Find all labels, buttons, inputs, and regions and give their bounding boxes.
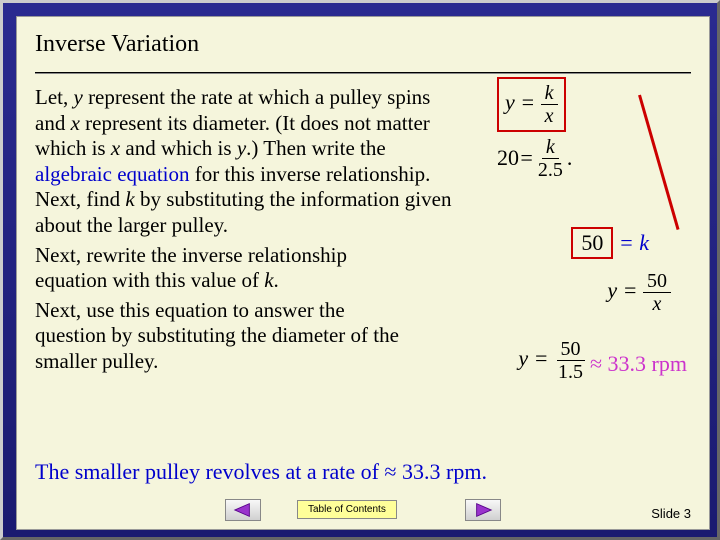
conclusion: The smaller pulley revolves at a rate of… [35,459,487,485]
text: 33.3 rpm [602,351,687,376]
slide-inner: Inverse Variation Let, y represent the r… [16,16,710,530]
text: The smaller pulley revolves at a rate of [35,459,384,484]
eq-num: 50 [557,339,585,361]
var-k: k [264,268,273,292]
slide: Inverse Variation Let, y represent the r… [0,0,720,540]
eq-lhs: y [607,278,617,303]
page-title: Inverse Variation [35,31,691,58]
eq-lhs: y [518,346,528,371]
eq-den: 1.5 [554,361,587,382]
var-y: y [73,85,82,109]
eq-50-equals-k: 50 = k [571,227,649,259]
boxed-50: 50 [571,227,613,259]
text: Next, find [35,187,125,211]
text: and which is [120,136,237,160]
eq-den: 2.5 [534,159,567,180]
toc-button[interactable]: Table of Contents [297,500,397,519]
next-button[interactable] [465,499,501,521]
eq-den: x [649,293,666,314]
content-area: Let, y represent the rate at which a pul… [17,75,709,495]
text: = [613,230,639,255]
paragraph-4: Next, use this equation to answer the qu… [35,298,405,375]
text: 33.3 rpm. [397,459,487,484]
eq-num: k [541,83,558,105]
eq-y-50x: y = 50 x [607,271,671,314]
eq-den: x [541,105,558,126]
slide-number: Slide 3 [651,506,691,521]
eq-y-kx: y = k x [497,81,687,127]
var-x: x [111,136,120,160]
title-block: Inverse Variation [17,17,709,66]
eq-lhs: y [505,89,515,114]
var-y: y [237,136,246,160]
var-k: k [125,187,134,211]
text: ) Then write the [251,136,385,160]
equation-stack: y = k x 20 = k 2.5 . [497,81,687,189]
footer: Table of Contents Slide 3 [17,495,709,525]
prev-button[interactable] [225,499,261,521]
text: Let, [35,85,73,109]
eq-num: k [542,137,559,159]
var-x: x [71,111,80,135]
approx-symbol: ≈ [590,351,602,376]
paragraph-1: Let, y represent the rate at which a pul… [35,85,455,239]
text: for this inverse relationship. [190,162,431,186]
text-emph: algebraic equation [35,162,190,186]
text: . [274,268,279,292]
eq-approx-333: ≈ 33.3 rpm [590,351,687,377]
eq-y-50-15: y = 50 1.5 [518,339,587,382]
paragraph-2: Next, find k by substituting the informa… [35,187,455,238]
text: Next, rewrite the inverse relationship e… [35,243,347,293]
eq-lhs: 20 [497,145,519,171]
paragraph-3: Next, rewrite the inverse relationship e… [35,243,405,294]
var-k: k [639,230,649,255]
eq-num: 50 [643,271,671,293]
